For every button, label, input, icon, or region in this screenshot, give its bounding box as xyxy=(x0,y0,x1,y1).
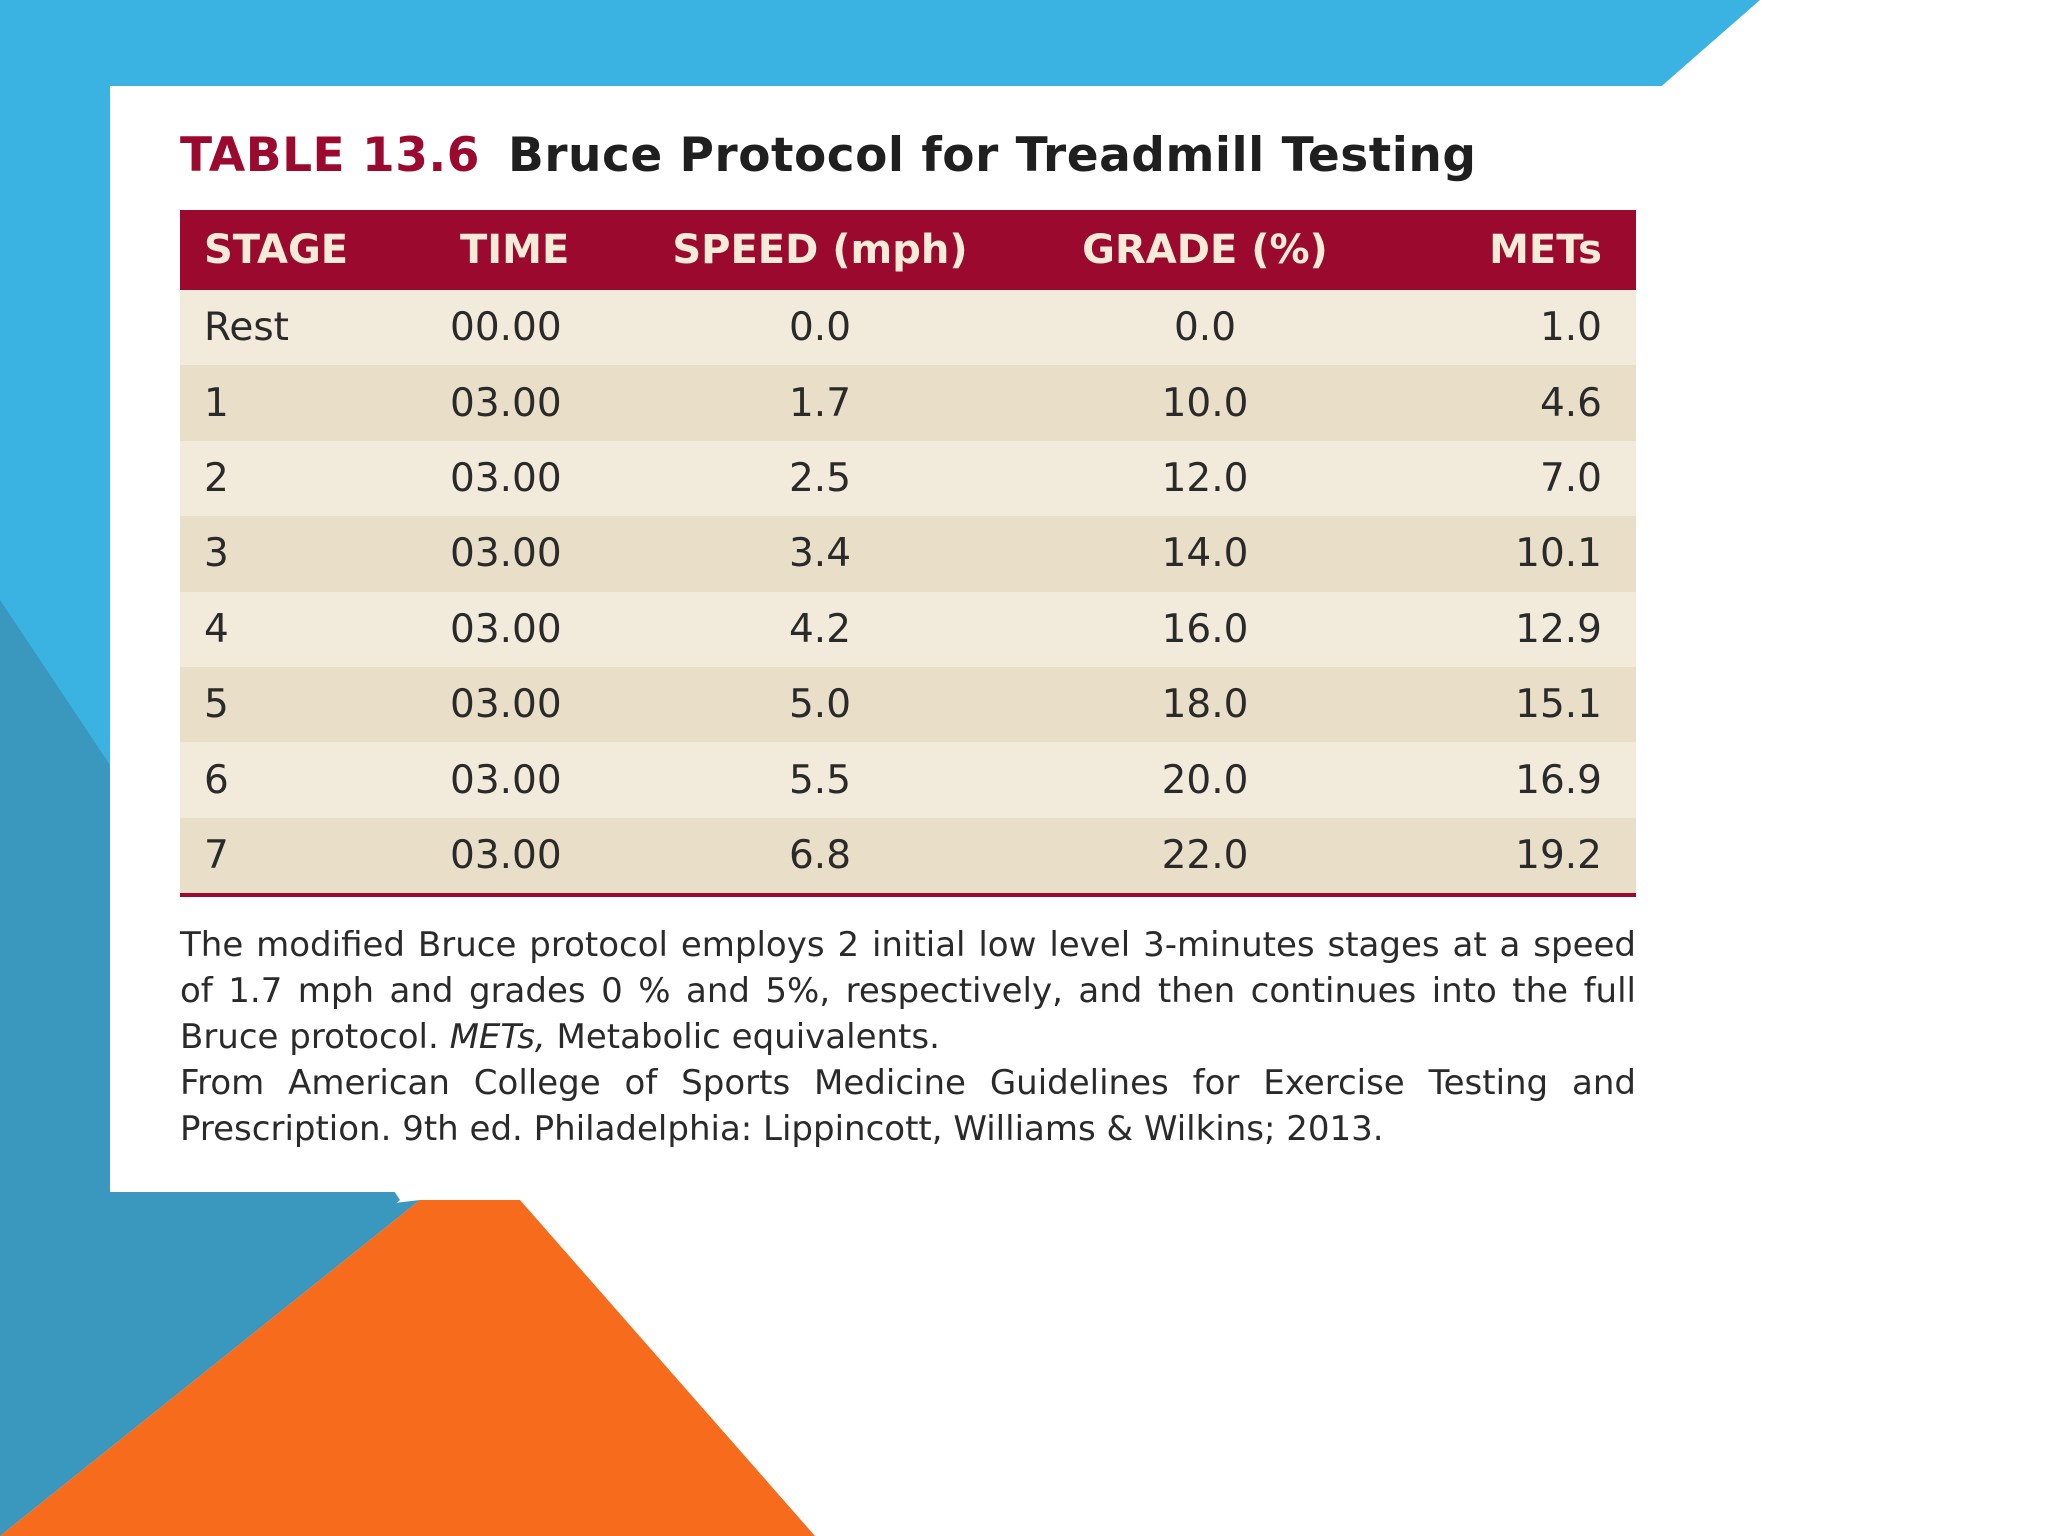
cell-time: 03.00 xyxy=(450,682,562,728)
table-body: Rest 00.00 0.0 0.0 1.0 1 03.00 1.7 10.0 4.6 2 03.00… xyxy=(180,290,1636,894)
cell-time: 03.00 xyxy=(450,531,562,577)
table-row: 1 03.00 1.7 10.0 4.6 xyxy=(180,365,1636,441)
cell-speed: 1.7 xyxy=(788,380,852,426)
table-caption: Bruce Protocol for Treadmill Testing xyxy=(508,128,1477,183)
cell-stage: 7 xyxy=(204,832,229,878)
cell-stage: 3 xyxy=(204,531,229,577)
cell-mets: 7.0 xyxy=(1539,455,1602,501)
cell-time: 00.00 xyxy=(450,305,562,351)
cell-mets: 4.6 xyxy=(1539,380,1602,426)
cell-time: 03.00 xyxy=(450,757,562,803)
table-row: 4 03.00 4.2 16.0 12.9 xyxy=(180,591,1636,667)
table-row: 2 03.00 2.5 12.0 7.0 xyxy=(180,440,1636,517)
cell-grade: 22.0 xyxy=(1161,832,1249,878)
footnote-abbr-def: Metabolic equivalents. xyxy=(556,1017,940,1057)
header-stage: STAGE xyxy=(204,227,349,273)
table-bottom-rule xyxy=(180,893,1636,898)
cell-grade: 12.0 xyxy=(1161,455,1249,501)
cell-speed: 5.5 xyxy=(788,757,852,803)
header-grade: GRADE (%) xyxy=(1082,227,1328,273)
cell-speed: 5.0 xyxy=(788,682,852,728)
cell-speed: 0.0 xyxy=(788,305,852,351)
cell-speed: 6.8 xyxy=(788,832,852,878)
cell-mets: 12.9 xyxy=(1515,606,1602,652)
table-row: 7 03.00 6.8 22.0 19.2 xyxy=(180,817,1636,894)
table-card: TABLE 13.6 Bruce Protocol for Treadmill T… xyxy=(110,86,1686,1192)
table-row: 6 03.00 5.5 20.0 16.9 xyxy=(180,742,1636,818)
cell-speed: 3.4 xyxy=(788,531,852,577)
cell-mets: 19.2 xyxy=(1515,832,1602,878)
cell-time: 03.00 xyxy=(450,832,562,878)
cell-grade: 18.0 xyxy=(1161,682,1249,728)
cell-grade: 10.0 xyxy=(1161,380,1249,426)
table-row: 5 03.00 5.0 18.0 15.1 xyxy=(180,666,1636,743)
cell-time: 03.00 xyxy=(450,455,562,501)
cell-mets: 16.9 xyxy=(1515,757,1602,803)
table-row: 3 03.00 3.4 14.0 10.1 xyxy=(180,516,1636,592)
footnote-abbr: METs, xyxy=(449,1017,546,1057)
footnote-line1: The modified Bruce protocol employs 2 in… xyxy=(180,925,1636,1057)
table-row: Rest 00.00 0.0 0.0 1.0 xyxy=(180,290,1636,366)
cell-stage: 5 xyxy=(204,682,229,728)
footnote-source: From American College of Sports Medicine… xyxy=(180,1063,1636,1149)
cell-mets: 15.1 xyxy=(1515,682,1602,728)
cell-speed: 4.2 xyxy=(788,606,852,652)
cell-stage: 6 xyxy=(204,757,229,803)
header-speed: SPEED (mph) xyxy=(672,227,968,273)
cell-time: 03.00 xyxy=(450,606,562,652)
header-mets: METs xyxy=(1489,227,1602,273)
header-time: TIME xyxy=(460,227,570,273)
cell-time: 03.00 xyxy=(450,380,562,426)
table-title: TABLE 13.6 Bruce Protocol for Treadmill T… xyxy=(180,128,1476,183)
cell-grade: 0.0 xyxy=(1173,305,1237,351)
cell-speed: 2.5 xyxy=(788,455,852,501)
orange-shape xyxy=(0,1200,815,1536)
cell-grade: 16.0 xyxy=(1161,606,1249,652)
footnote-text: The modified Bruce protocol employs 2 in… xyxy=(180,922,1636,1060)
cell-grade: 20.0 xyxy=(1161,757,1249,803)
cell-mets: 10.1 xyxy=(1515,531,1602,577)
bruce-protocol-table: STAGE TIME SPEED (mph) GRADE (%) METs Re… xyxy=(180,210,1636,898)
cell-stage: 1 xyxy=(204,380,229,426)
cell-grade: 14.0 xyxy=(1161,531,1249,577)
cell-mets: 1.0 xyxy=(1539,305,1602,351)
table-footnote: The modified Bruce protocol employs 2 in… xyxy=(180,922,1636,1152)
cell-stage: 4 xyxy=(204,606,229,652)
table-number: TABLE 13.6 xyxy=(180,128,480,183)
cell-stage: Rest xyxy=(204,305,289,351)
cell-stage: 2 xyxy=(204,455,229,501)
table-header-row: STAGE TIME SPEED (mph) GRADE (%) METs xyxy=(180,210,1636,290)
